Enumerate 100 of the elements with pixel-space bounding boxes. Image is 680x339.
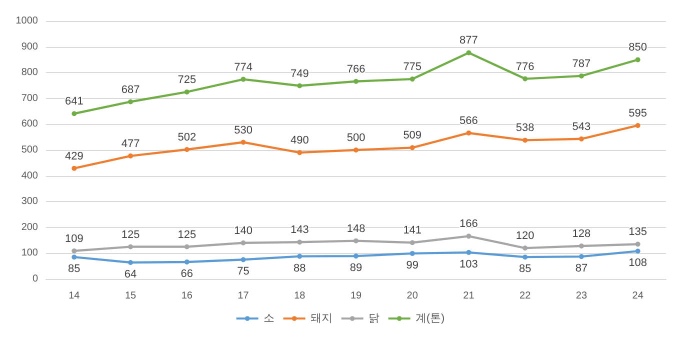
point [578, 254, 584, 260]
data-label: 776 [516, 60, 534, 73]
y-tick-label: 300 [21, 196, 38, 208]
data-label: 477 [121, 138, 140, 150]
y-tick-label: 800 [21, 67, 38, 78]
y-tick-label: 0 [32, 274, 38, 284]
x-tick-label: 20 [406, 290, 418, 302]
point [410, 250, 415, 256]
point [72, 111, 77, 116]
data-label: 85 [68, 263, 80, 276]
point [240, 240, 246, 246]
data-label: 850 [628, 42, 647, 54]
point [522, 254, 528, 260]
x-tick-label: 24 [632, 290, 644, 302]
point [128, 99, 134, 104]
data-label: 543 [572, 120, 591, 133]
point [410, 145, 415, 150]
data-label: 140 [234, 224, 252, 237]
data-label: 775 [403, 61, 422, 74]
point [578, 243, 584, 248]
data-label: 75 [237, 266, 250, 278]
point [128, 260, 134, 265]
point [184, 146, 190, 152]
data-label: 89 [350, 262, 362, 274]
data-label: 120 [516, 230, 534, 242]
data-label: 87 [575, 262, 588, 275]
point [466, 234, 472, 239]
y-tick-label: 600 [21, 118, 38, 130]
point [184, 259, 190, 264]
data-label: 877 [460, 34, 478, 47]
data-label: 566 [460, 114, 478, 127]
legend-label: 계(톤) [415, 312, 445, 324]
point [578, 136, 584, 142]
data-label: 128 [572, 228, 591, 240]
point [354, 238, 358, 244]
point [635, 248, 640, 254]
data-label: 538 [516, 122, 534, 134]
legend-label: 닭 [368, 312, 380, 324]
point [522, 76, 528, 82]
point [354, 78, 358, 84]
point [297, 150, 302, 156]
data-label: 530 [234, 124, 252, 136]
point [72, 166, 77, 171]
point [72, 254, 77, 260]
data-label: 64 [124, 268, 137, 280]
data-label: 66 [180, 268, 194, 280]
data-label: 787 [572, 58, 591, 70]
data-label: 749 [290, 68, 309, 80]
data-label: 429 [65, 150, 84, 162]
data-label: 103 [460, 258, 478, 270]
point [240, 257, 246, 262]
y-tick-label: 100 [21, 248, 38, 259]
x-tick-label: 23 [576, 290, 588, 302]
point [72, 248, 77, 254]
point [410, 76, 415, 82]
point [522, 138, 528, 143]
y-tick-label: 900 [21, 41, 38, 52]
data-label: 99 [406, 259, 418, 272]
data-label: 135 [628, 226, 647, 238]
data-label: 141 [403, 224, 422, 237]
data-label: 108 [628, 257, 647, 270]
data-label: 595 [628, 107, 647, 120]
x-tick-label: 15 [124, 290, 137, 302]
data-label: 687 [121, 84, 140, 96]
data-label: 85 [518, 263, 532, 276]
point [466, 130, 472, 136]
point [297, 83, 302, 88]
point [635, 242, 640, 247]
x-tick-label: 19 [350, 290, 362, 302]
data-label: 641 [65, 96, 84, 108]
point [297, 240, 302, 245]
point [128, 153, 134, 158]
point [240, 140, 246, 145]
legend-label: 돼지 [310, 312, 332, 324]
data-label: 166 [460, 218, 478, 230]
point [410, 240, 415, 246]
y-tick-label: 400 [21, 170, 38, 182]
point [354, 148, 358, 152]
point [354, 254, 358, 259]
data-label: 766 [346, 63, 366, 76]
point [128, 244, 134, 250]
data-label: 509 [403, 130, 422, 142]
point [578, 73, 584, 78]
data-label: 143 [290, 224, 309, 236]
x-tick-label: 21 [463, 290, 475, 302]
x-tick-label: 16 [181, 290, 193, 302]
point [635, 122, 640, 128]
data-label: 502 [178, 131, 196, 144]
legend-label: 소 [263, 312, 274, 324]
data-label: 490 [290, 134, 309, 147]
data-label: 148 [346, 222, 366, 235]
x-tick-label: 18 [294, 290, 306, 302]
data-label: 88 [294, 262, 306, 274]
point [240, 76, 246, 82]
data-label: 774 [234, 61, 252, 74]
y-tick-label: 1000 [16, 16, 38, 26]
y-tick-label: 200 [21, 222, 38, 233]
point [466, 50, 472, 56]
x-tick-label: 22 [520, 290, 532, 302]
data-label: 725 [178, 74, 196, 86]
